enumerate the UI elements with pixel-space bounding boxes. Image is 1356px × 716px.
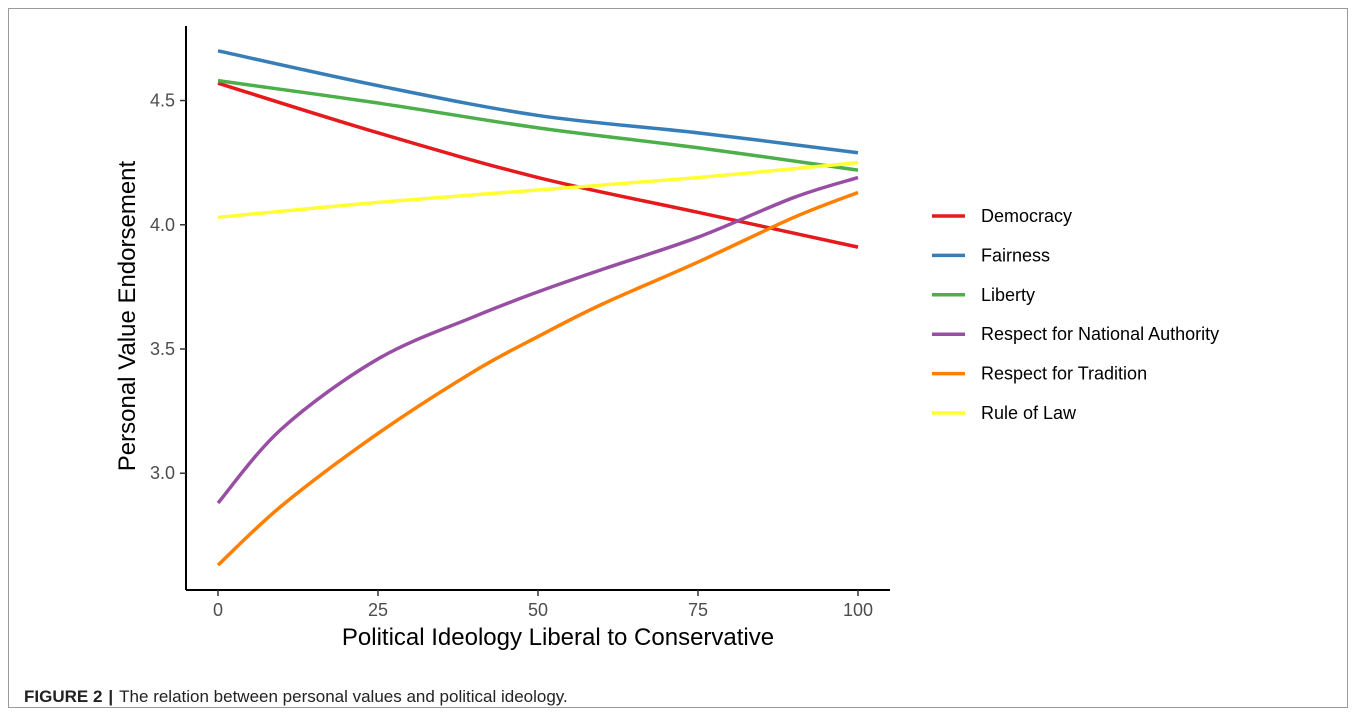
y-axis-title: Personal Value Endorsement xyxy=(114,160,141,471)
x-tick-label: 25 xyxy=(368,600,388,620)
series-line-fairness xyxy=(217,49,859,155)
x-tick-label: 0 xyxy=(213,600,223,620)
y-tick-label: 4.5 xyxy=(150,91,175,111)
figure-frame: 0 25 50 75 100 3.0 3.5 4.0 4.5 Political Ideology… xyxy=(8,8,1348,708)
legend-label-democracy: Democracy xyxy=(981,206,1072,226)
chart: 0 25 50 75 100 3.0 3.5 4.0 4.5 Political Ideology… xyxy=(114,26,1219,651)
legend-label-liberty: Liberty xyxy=(981,285,1035,305)
x-tick-label: 100 xyxy=(843,600,873,620)
y-tick-label: 4.0 xyxy=(150,215,175,235)
legend-label-fairness: Fairness xyxy=(981,245,1050,265)
caption-separator: | xyxy=(108,687,114,706)
x-axis-title: Political Ideology Liberal to Conservati… xyxy=(342,624,774,651)
y-tick-label: 3.5 xyxy=(150,339,175,359)
series-line-respect-for-tradition xyxy=(216,190,859,567)
caption-label: FIGURE 2 xyxy=(24,687,103,706)
x-tick-label: 50 xyxy=(528,600,548,620)
legend-label-rule-of-law: Rule of Law xyxy=(981,403,1077,423)
series-line-rule-of-law xyxy=(217,160,859,220)
series-line-respect-for-national-authority xyxy=(216,175,859,505)
y-tick-label: 3.0 xyxy=(150,463,175,483)
caption-text: The relation between personal values and… xyxy=(119,687,568,706)
x-tick-label: 75 xyxy=(688,600,708,620)
series-line-democracy xyxy=(217,81,859,249)
series-line-liberty xyxy=(217,78,859,172)
legend-label-respect-for-national-authority: Respect for National Authority xyxy=(981,324,1219,344)
legend-label-respect-for-tradition: Respect for Tradition xyxy=(981,364,1147,384)
figure-caption: FIGURE 2 | The relation between personal v… xyxy=(24,687,568,707)
